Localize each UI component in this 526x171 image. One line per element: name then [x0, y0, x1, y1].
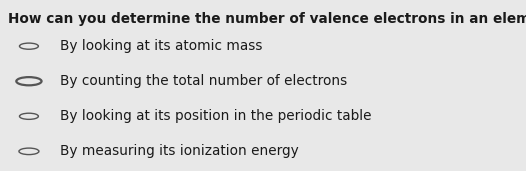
Text: By measuring its ionization energy: By measuring its ionization energy	[60, 144, 299, 158]
Text: How can you determine the number of valence electrons in an element?: How can you determine the number of vale…	[8, 12, 526, 26]
Text: By counting the total number of electrons: By counting the total number of electron…	[60, 74, 348, 88]
Text: By looking at its position in the periodic table: By looking at its position in the period…	[60, 109, 372, 123]
Text: By looking at its atomic mass: By looking at its atomic mass	[60, 39, 263, 53]
